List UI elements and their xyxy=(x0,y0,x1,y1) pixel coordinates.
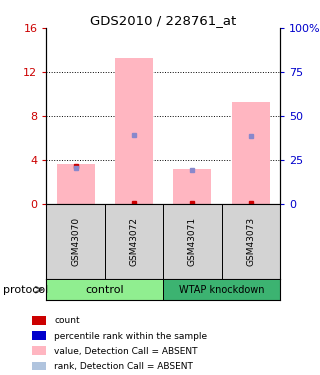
Text: WTAP knockdown: WTAP knockdown xyxy=(179,285,264,295)
Bar xyxy=(173,169,212,204)
Bar xyxy=(32,362,46,370)
Bar xyxy=(32,316,46,325)
Text: control: control xyxy=(85,285,124,295)
Bar xyxy=(115,58,153,204)
Text: protocol: protocol xyxy=(3,285,48,295)
Bar xyxy=(32,331,46,340)
Text: GSM43071: GSM43071 xyxy=(188,217,197,266)
Bar xyxy=(163,279,280,300)
Bar xyxy=(221,204,280,279)
Bar xyxy=(57,164,95,204)
Text: rank, Detection Call = ABSENT: rank, Detection Call = ABSENT xyxy=(54,362,193,371)
Bar xyxy=(232,102,270,204)
Text: GSM43070: GSM43070 xyxy=(71,217,80,266)
Bar xyxy=(46,204,105,279)
Text: GSM43073: GSM43073 xyxy=(246,217,255,266)
Bar xyxy=(32,346,46,355)
Text: percentile rank within the sample: percentile rank within the sample xyxy=(54,332,208,340)
Text: count: count xyxy=(54,316,80,326)
Title: GDS2010 / 228761_at: GDS2010 / 228761_at xyxy=(90,14,236,27)
Text: GSM43072: GSM43072 xyxy=(130,217,139,266)
Text: value, Detection Call = ABSENT: value, Detection Call = ABSENT xyxy=(54,347,198,356)
Bar xyxy=(46,279,163,300)
Bar xyxy=(105,204,163,279)
Bar xyxy=(163,204,221,279)
